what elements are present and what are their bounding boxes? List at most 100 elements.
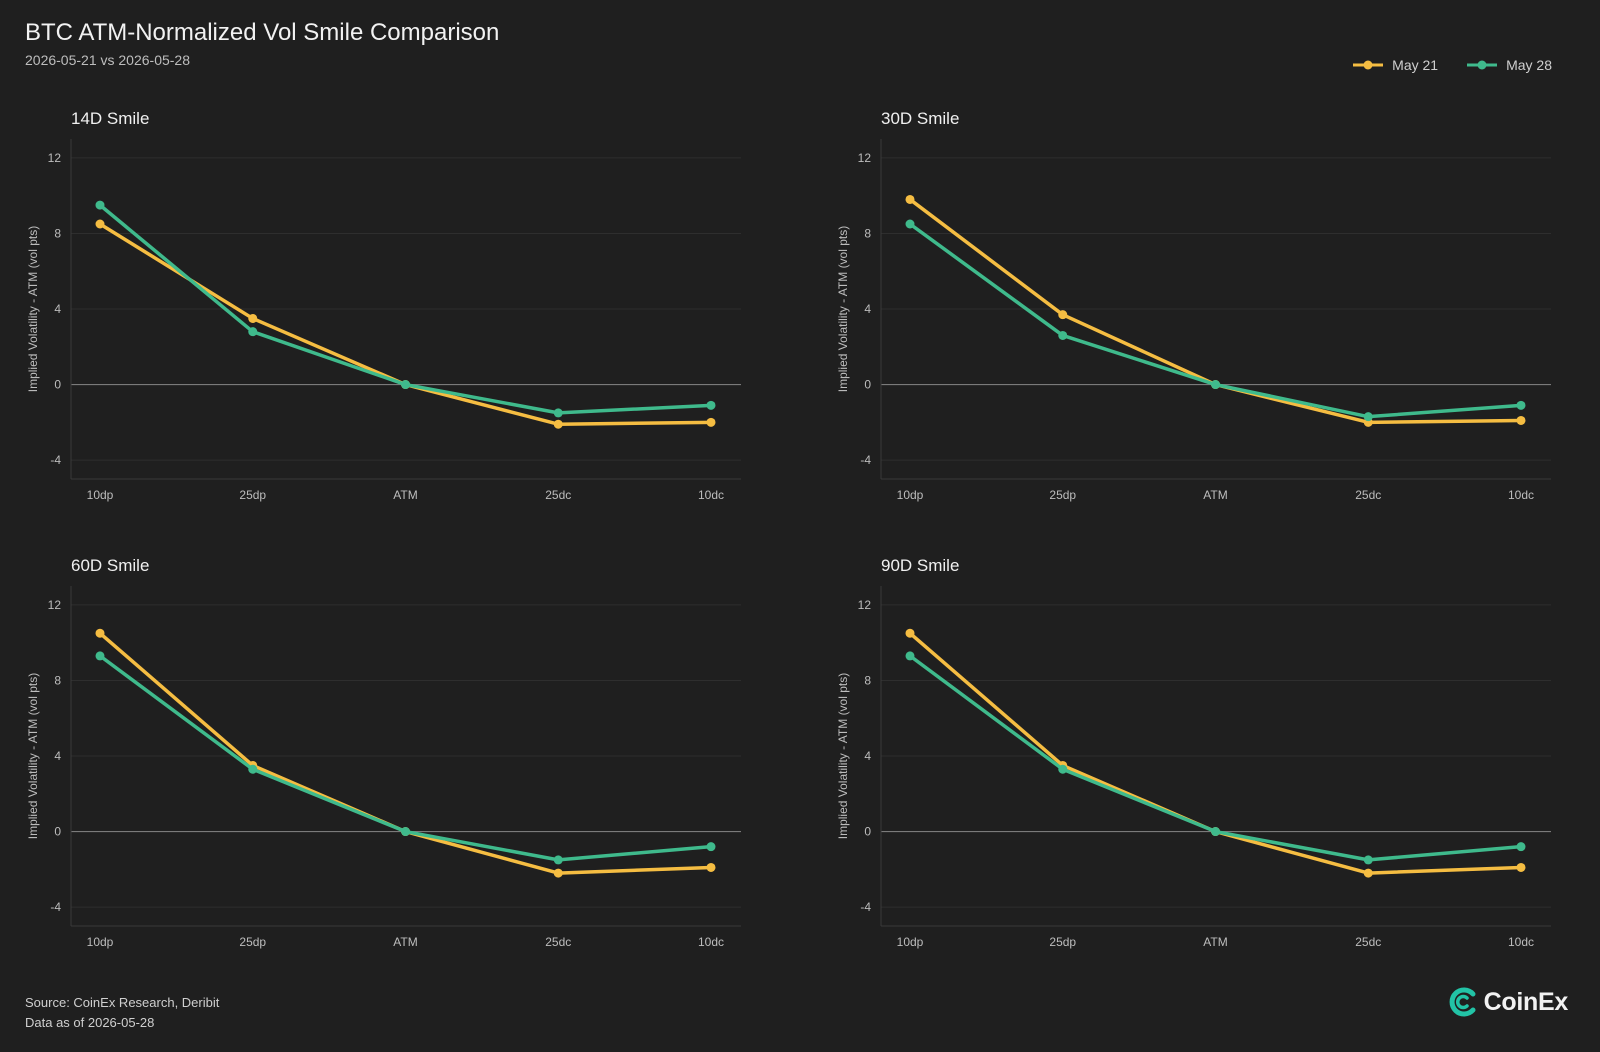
y-axis-label: Implied Volatility - ATM (vol pts): [836, 226, 850, 393]
legend-item-may21: May 21: [1352, 57, 1438, 73]
data-point-may28: [905, 651, 915, 661]
x-tick-label: 25dp: [1049, 935, 1076, 949]
data-point-may28: [1211, 380, 1220, 390]
data-point-may28: [553, 855, 563, 865]
data-point-may28: [706, 400, 716, 410]
chart-14d-svg: 12 8 4 0 -4 10dp 25dp ATM 25dc 10dc Implied Volati…: [26, 139, 741, 502]
page-title: BTC ATM-Normalized Vol Smile Comparison: [25, 19, 500, 46]
x-tick-label: 10dc: [698, 935, 724, 949]
y-tick-label: 8: [54, 226, 61, 240]
y-tick-label: 12: [48, 598, 62, 612]
x-tick-label: 25dc: [545, 935, 571, 949]
data-point-may21: [95, 219, 105, 229]
y-tick-label: -4: [50, 453, 61, 467]
x-tick-label: 10dc: [1508, 488, 1534, 502]
coinex-logo-icon: [1449, 987, 1476, 1017]
source-note: Source: CoinEx Research, Deribit: [25, 995, 220, 1010]
data-point-may21: [95, 628, 105, 638]
y-tick-label: 0: [54, 378, 61, 392]
data-point-may28: [1516, 842, 1526, 852]
chart-title-14d: 14D Smile: [71, 109, 150, 128]
chart-60d-svg: 12 8 4 0 -4 10dp 25dp ATM 25dc 10dc Implied Volati…: [26, 586, 741, 949]
data-point-may21: [1058, 310, 1068, 320]
legend: May 21 May 28: [1352, 57, 1552, 73]
data-point-may28: [248, 764, 258, 774]
x-tick-label: 25dp: [239, 935, 266, 949]
data-point-may21: [1516, 415, 1526, 425]
x-tick-label: 10dp: [87, 488, 114, 502]
data-point-may28: [905, 219, 915, 229]
x-tick-label: 25dp: [1049, 488, 1076, 502]
data-point-may28: [706, 842, 716, 852]
data-point-may21: [706, 862, 716, 872]
chart-panel-90d: 90D Smile 12 8 4 0 -4 10dp 25dp ATM 25dc 10dc Impl…: [835, 550, 1595, 990]
data-point-may21: [1363, 868, 1373, 878]
data-point-may21: [706, 417, 716, 427]
y-tick-label: 0: [864, 825, 871, 839]
y-tick-label: 4: [54, 749, 61, 763]
chart-title-90d: 90D Smile: [881, 556, 960, 575]
y-tick-label: 12: [858, 151, 872, 165]
y-tick-label: 4: [54, 302, 61, 316]
x-tick-label: 10dc: [1508, 935, 1534, 949]
data-point-may21: [1516, 862, 1526, 872]
chart-title-30d: 30D Smile: [881, 109, 960, 128]
data-point-may28: [401, 827, 410, 837]
brand-name: CoinEx: [1483, 987, 1569, 1016]
series-line-may21: [98, 631, 713, 875]
x-tick-label: 25dc: [1355, 488, 1381, 502]
chart-30d-svg: 12 8 4 0 -4 10dp 25dp ATM 25dc 10dc Implied Volati…: [836, 139, 1551, 502]
legend-item-may28: May 28: [1466, 57, 1552, 73]
x-tick-label: ATM: [1203, 488, 1227, 502]
chart-panel-60d: 60D Smile 12 8 4 0 -4 10dp 25dp ATM 25dc 10dc Impl…: [25, 550, 785, 990]
series-line-may21: [908, 631, 1523, 875]
data-point-may28: [95, 651, 105, 661]
chart-panel-30d: 30D Smile 12 8 4 0 -4 10dp 25dp ATM 25dc 10dc Impl…: [835, 103, 1595, 543]
y-tick-label: 8: [864, 673, 871, 687]
legend-swatch-may28: [1467, 60, 1498, 70]
x-tick-label: 10dp: [897, 488, 924, 502]
data-point-may21: [905, 194, 915, 204]
data-point-may28: [1363, 855, 1373, 865]
legend-label-may21: May 21: [1392, 57, 1439, 73]
y-tick-label: 8: [864, 226, 871, 240]
y-tick-label: -4: [860, 900, 871, 914]
footer: Source: CoinEx Research, Deribit Data as…: [25, 993, 219, 1033]
data-point-may28: [553, 408, 563, 418]
x-tick-label: ATM: [1203, 935, 1227, 949]
x-tick-label: 25dc: [545, 488, 571, 502]
chart-panel-14d: 14D Smile 12 8 4 0 -4 10dp 25dp ATM 25dc 10dc Impl…: [25, 103, 785, 543]
x-tick-label: 10dc: [698, 488, 724, 502]
data-point-may21: [248, 313, 258, 323]
y-tick-label: -4: [860, 453, 871, 467]
y-tick-label: 0: [864, 378, 871, 392]
data-point-may21: [905, 628, 915, 638]
chart-title-60d: 60D Smile: [71, 556, 150, 575]
brand-logo: CoinEx: [1446, 985, 1568, 1019]
data-point-may28: [1363, 412, 1373, 422]
y-axis-label: Implied Volatility - ATM (vol pts): [836, 673, 850, 840]
y-tick-label: 4: [864, 749, 871, 763]
data-asof-note: Data as of 2026-05-28: [25, 1015, 155, 1030]
x-tick-label: 10dp: [87, 935, 114, 949]
data-point-may28: [1058, 330, 1068, 340]
data-point-may28: [401, 380, 410, 390]
data-point-may28: [95, 200, 105, 210]
x-tick-label: ATM: [393, 935, 417, 949]
data-point-may28: [1058, 764, 1068, 774]
legend-swatch-may21: [1353, 60, 1384, 70]
y-tick-label: 0: [54, 825, 61, 839]
y-tick-label: 12: [48, 151, 62, 165]
y-axis-label: Implied Volatility - ATM (vol pts): [26, 673, 40, 840]
chart-90d-svg: 12 8 4 0 -4 10dp 25dp ATM 25dc 10dc Implied Volati…: [836, 586, 1551, 949]
x-tick-label: 25dc: [1355, 935, 1381, 949]
data-point-may28: [1516, 400, 1526, 410]
y-tick-label: 12: [858, 598, 872, 612]
y-tick-label: 8: [54, 673, 61, 687]
x-tick-label: 10dp: [897, 935, 924, 949]
data-point-may21: [553, 419, 563, 429]
data-point-may28: [1211, 827, 1220, 837]
y-tick-label: 4: [864, 302, 871, 316]
page-subtitle: 2026-05-21 vs 2026-05-28: [25, 52, 191, 68]
x-tick-label: 25dp: [239, 488, 266, 502]
